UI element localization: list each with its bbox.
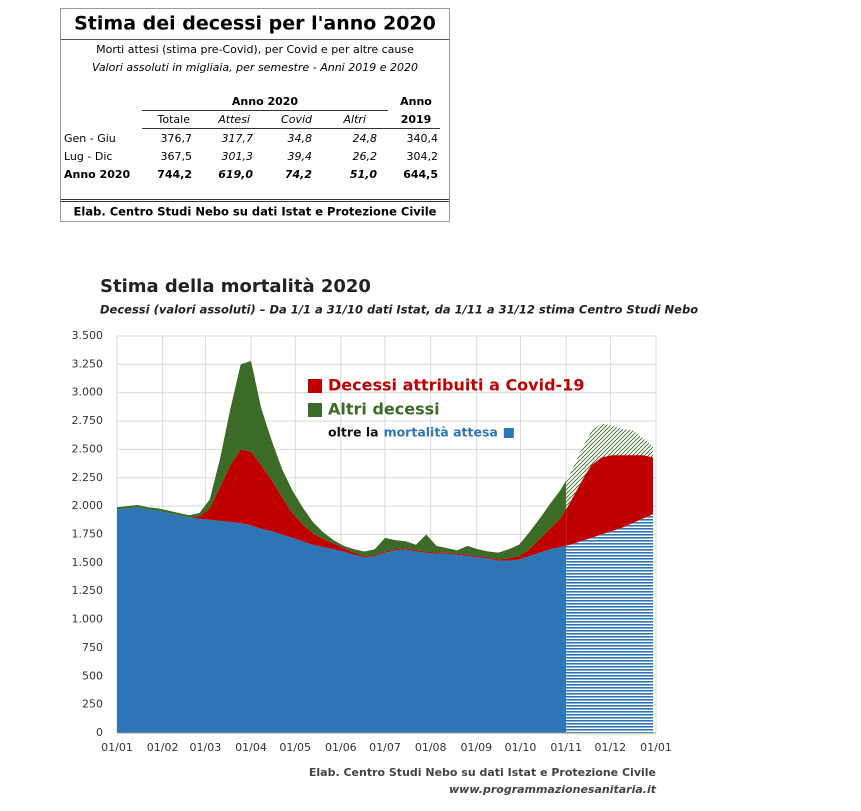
cell: 619,0 (218, 168, 253, 181)
y-tick-label: 1.500 (72, 556, 104, 569)
y-tick-label: 2.250 (72, 471, 104, 484)
areas (117, 360, 654, 733)
table-subtitle: Valori assoluti in migliaia, per semestr… (92, 61, 418, 74)
area (117, 360, 654, 560)
row-label: Lug - Dic (64, 150, 112, 163)
table-frame (60, 8, 450, 222)
cell: 39,4 (288, 150, 313, 163)
axes: 0 250 500 750 1.000 1.250 1.500 1.750 2.000 2.250… (72, 329, 672, 754)
cell: 644,5 (403, 168, 438, 181)
x-tick-label: 01/06 (325, 741, 357, 754)
cell: 340,4 (407, 132, 439, 145)
y-tick-label: 0 (96, 726, 103, 739)
website: www.programmazionesanitaria.it (449, 783, 657, 796)
cell: 301,3 (222, 150, 254, 163)
summary-table: Stima dei decessi per l'anno 2020 Morti … (60, 8, 450, 222)
column-header: Covid (281, 113, 313, 126)
legend-label: mortalità attesa (384, 425, 498, 440)
column-header: 2019 (401, 113, 432, 126)
cell: 744,2 (157, 168, 192, 181)
x-tick-label: 01/03 (190, 741, 222, 754)
x-tick-label: 01/12 (594, 741, 626, 754)
x-tick-label: 01/08 (415, 741, 447, 754)
x-tick-label: 01/01 (101, 741, 133, 754)
y-tick-label: 2.000 (72, 499, 104, 512)
cell: 376,7 (161, 132, 193, 145)
legend-note: oltre la (328, 425, 379, 440)
column-header: Totale (157, 113, 191, 126)
row-label: Anno 2020 (64, 168, 131, 181)
y-tick-label: 3.250 (72, 357, 104, 370)
cell: 367,5 (161, 150, 193, 163)
y-tick-label: 3.000 (72, 386, 104, 399)
table-title: Stima dei decessi per l'anno 2020 (74, 13, 436, 35)
area (117, 507, 654, 733)
source: Elab. Centro Studi Nebo su dati Istat e … (309, 766, 656, 779)
y-tick-label: 1.250 (72, 584, 104, 597)
cell: 24,8 (353, 132, 378, 145)
y-tick-label: 1.000 (72, 613, 104, 626)
column-header: Attesi (217, 113, 250, 126)
x-tick-label: 01/07 (369, 741, 401, 754)
table-body: Gen - Giu 376,7 317,7 34,8 24,8 340,4 Lug - Di… (64, 132, 438, 181)
cell: 34,8 (288, 132, 313, 145)
cell: 74,2 (285, 168, 312, 181)
y-tick-label: 2.500 (72, 442, 104, 455)
area (117, 449, 654, 561)
table-subtitle: Morti attesi (stima pre-Covid), per Covi… (96, 43, 414, 56)
legend-label: Altri decessi (328, 400, 440, 419)
x-tick-label: 01/01 (640, 741, 672, 754)
cell: 317,7 (222, 132, 254, 145)
legend-label: Decessi attribuiti a Covid-19 (328, 376, 584, 395)
x-tick-label: 01/09 (460, 741, 492, 754)
x-tick-label: 01/11 (550, 741, 582, 754)
y-tick-label: 2.750 (72, 414, 104, 427)
table-footer: Elab. Centro Studi Nebo su dati Istat e … (74, 205, 437, 219)
cell: 304,2 (407, 150, 439, 163)
cell: 26,2 (353, 150, 378, 163)
chart-subtitle: Decessi (valori assoluti) – Da 1/1 a 31/… (100, 303, 698, 317)
x-tick-label: 01/02 (147, 741, 179, 754)
legend-swatch (308, 379, 322, 393)
legend-swatch (503, 428, 514, 438)
group-header: Anno 2020 (232, 95, 299, 108)
y-tick-label: 500 (82, 669, 103, 682)
legend-swatch (308, 403, 322, 417)
x-tick-label: 01/10 (505, 741, 537, 754)
y-tick-label: 750 (82, 641, 103, 654)
x-tick-label: 01/04 (235, 741, 267, 754)
chart-title: Stima della mortalità 2020 (100, 276, 371, 297)
y-tick-label: 250 (82, 698, 103, 711)
y-tick-label: 1.750 (72, 528, 104, 541)
legend: Decessi attribuiti a Covid-19 Altri deces… (308, 376, 584, 440)
cell: 51,0 (350, 168, 377, 181)
row-label: Gen - Giu (64, 132, 116, 145)
x-tick-label: 01/05 (279, 741, 311, 754)
y-tick-label: 3.500 (72, 329, 104, 342)
group-header: Anno (400, 95, 432, 108)
column-header: Altri (343, 113, 366, 126)
